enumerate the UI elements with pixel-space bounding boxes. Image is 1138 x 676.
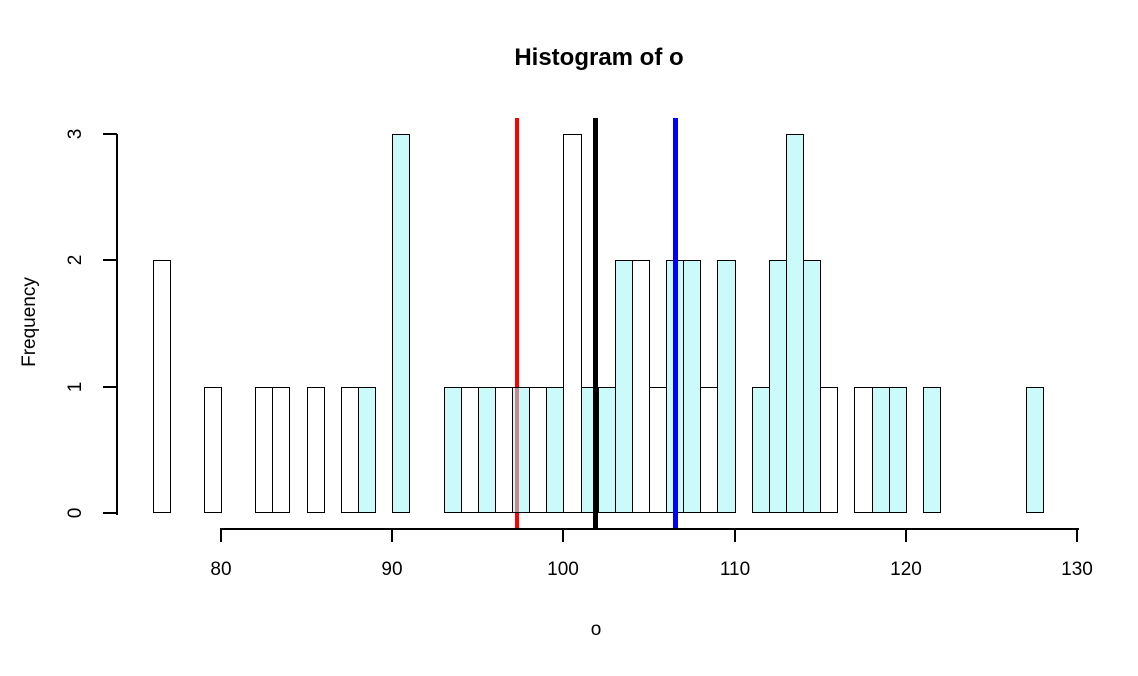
histogram-bar	[854, 387, 873, 513]
histogram-bar	[769, 260, 787, 513]
blue-line	[673, 118, 678, 528]
histogram-bar	[478, 387, 496, 513]
histogram-bar	[923, 387, 941, 513]
y-tick	[103, 133, 117, 135]
histogram-bar	[341, 387, 359, 513]
histogram-bar	[272, 387, 290, 513]
y-tick-label: 3	[65, 128, 86, 140]
y-tick-label: 0	[65, 507, 86, 519]
y-tick-label: 2	[65, 254, 86, 266]
red-line	[515, 118, 519, 528]
histogram-bar	[204, 387, 222, 513]
x-axis-title: o	[590, 619, 602, 640]
x-tick	[734, 528, 736, 542]
y-axis-line	[116, 134, 118, 515]
histogram-bar	[598, 387, 616, 513]
histogram-bar	[700, 387, 718, 513]
x-tick-label: 80	[210, 559, 232, 580]
x-tick-label: 110	[719, 559, 751, 580]
x-tick	[391, 528, 393, 542]
histogram-bar	[649, 387, 667, 513]
histogram-bar	[255, 387, 273, 513]
histogram-bar	[683, 260, 701, 513]
x-tick-label: 130	[1061, 559, 1093, 580]
y-tick	[103, 386, 117, 388]
y-tick-label: 1	[65, 381, 86, 393]
x-tick-label: 90	[381, 559, 403, 580]
histogram-bar	[529, 387, 547, 513]
histogram-bar	[889, 387, 907, 513]
histogram-bar	[461, 387, 479, 513]
histogram-bar	[632, 260, 650, 513]
histogram-bar	[495, 387, 513, 513]
black-line	[593, 118, 598, 528]
histogram-bar	[512, 387, 530, 513]
chart-title: Histogram of o	[514, 44, 684, 71]
x-tick	[562, 528, 564, 542]
histogram-bar	[717, 260, 736, 513]
histogram-bar	[752, 387, 770, 513]
x-axis-line	[221, 528, 1079, 530]
histogram-bar	[563, 134, 582, 513]
x-tick-label: 100	[547, 559, 579, 580]
histogram-bar	[1026, 387, 1044, 513]
histogram-bar	[820, 387, 838, 513]
histogram-bar	[615, 260, 633, 513]
x-tick	[220, 528, 222, 542]
histogram-bar	[872, 387, 890, 513]
y-axis-title: Frequency	[19, 277, 40, 367]
histogram-bar	[546, 387, 564, 513]
histogram-bar	[392, 134, 410, 513]
y-tick	[103, 512, 117, 514]
x-tick-label: 120	[890, 559, 922, 580]
histogram-bar	[786, 134, 804, 513]
histogram-bar	[358, 387, 376, 513]
x-tick	[905, 528, 907, 542]
x-tick	[1076, 528, 1078, 542]
y-tick	[103, 259, 117, 261]
histogram-bar	[153, 260, 171, 513]
histogram-bar	[803, 260, 821, 513]
histogram-bar	[307, 387, 325, 513]
histogram-bar	[444, 387, 462, 513]
